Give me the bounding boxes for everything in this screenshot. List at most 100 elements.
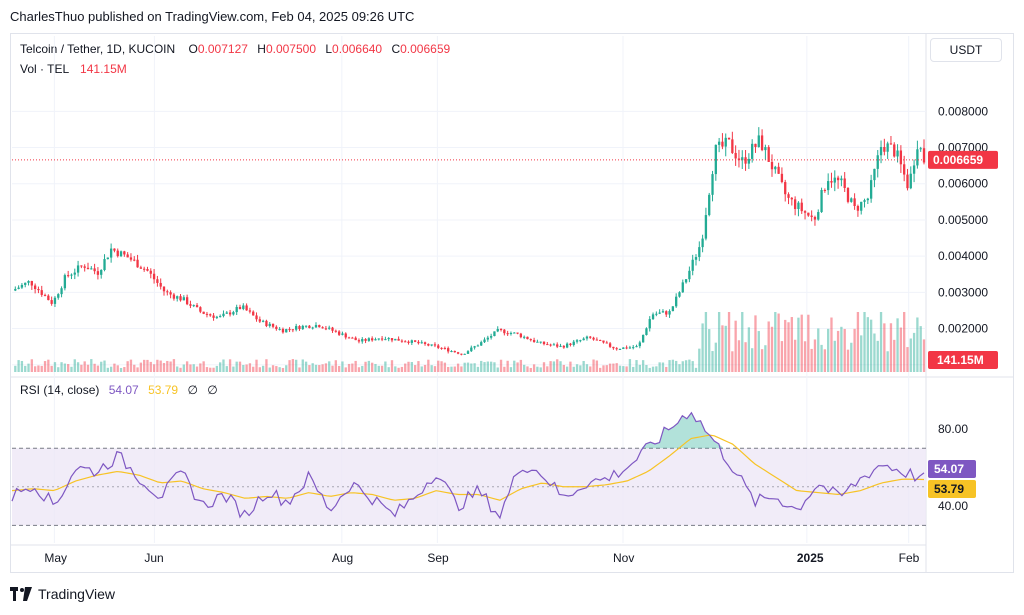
candle-body xyxy=(523,336,526,338)
volume-bar xyxy=(889,323,893,372)
volume-bar xyxy=(245,364,248,372)
symbol-title[interactable]: Telcoin / Tether, 1D, KUCOIN xyxy=(20,42,176,56)
volume-bar xyxy=(549,361,552,372)
price-tick-label: 0.008000 xyxy=(938,104,988,118)
high-label: H xyxy=(257,42,266,56)
candle-body xyxy=(678,292,681,297)
volume-tag-label: 141.15M xyxy=(937,353,984,367)
volume-bar xyxy=(506,360,509,372)
volume-bar xyxy=(76,362,80,372)
volume-bar xyxy=(86,364,90,372)
volume-bar xyxy=(14,365,17,372)
candle-body xyxy=(133,259,136,261)
candle-body xyxy=(823,189,827,191)
candle-body xyxy=(612,346,615,349)
volume-bar xyxy=(162,363,166,372)
candle-body xyxy=(754,143,757,147)
candle-body xyxy=(143,268,146,270)
rsi-legend-value: 54.07 xyxy=(108,383,139,397)
volume-bar xyxy=(916,317,919,372)
volume-bar xyxy=(764,345,767,372)
volume-bar xyxy=(139,362,143,372)
volume-bar xyxy=(258,367,261,372)
volume-bar xyxy=(721,325,724,372)
volume-bar xyxy=(836,330,840,372)
candle-body xyxy=(470,347,473,352)
candle-body xyxy=(205,313,209,315)
volume-bar xyxy=(225,366,228,372)
candle-body xyxy=(727,137,731,140)
volume-bar xyxy=(281,367,285,372)
candle-body xyxy=(889,143,893,145)
candle-body xyxy=(86,267,90,270)
candle-body xyxy=(919,148,922,150)
volume-bar xyxy=(126,361,129,372)
volume-bar xyxy=(813,339,817,372)
volume-bar xyxy=(460,366,463,372)
candle-body xyxy=(40,290,43,295)
candle-body xyxy=(149,270,152,274)
candle-body xyxy=(347,337,351,339)
rsi-label[interactable]: RSI (14, close) xyxy=(20,383,100,397)
candle-body xyxy=(546,344,549,346)
volume-bar xyxy=(166,360,169,372)
candle-body xyxy=(671,306,675,312)
volume-bar xyxy=(314,364,318,372)
volume-bar xyxy=(466,362,470,372)
candle-body xyxy=(33,285,37,290)
candle-body xyxy=(242,305,245,309)
candle-body xyxy=(628,347,632,349)
volume-bar xyxy=(453,366,456,372)
volume-bar xyxy=(853,328,856,372)
volume-bar xyxy=(404,363,407,372)
candle-body xyxy=(807,212,810,216)
volume-bar xyxy=(516,362,519,372)
volume-bar xyxy=(780,341,784,372)
time-tick-label: May xyxy=(44,551,67,565)
candle-body xyxy=(552,344,556,346)
volume-bar xyxy=(860,335,863,372)
candle-body xyxy=(856,206,860,211)
volume-bar xyxy=(30,359,33,372)
volume-bar xyxy=(803,341,807,372)
volume-bar xyxy=(869,319,873,372)
candle-body xyxy=(810,215,813,217)
volume-bar xyxy=(622,366,625,372)
low-value: 0.006640 xyxy=(332,42,383,56)
candle-body xyxy=(328,327,331,329)
candle-body xyxy=(57,294,60,298)
volume-bar xyxy=(694,367,698,372)
volume-bar xyxy=(199,363,202,372)
candle-body xyxy=(463,353,466,355)
candle-body xyxy=(615,348,618,350)
volume-bar xyxy=(235,361,238,372)
candle-body xyxy=(278,328,281,330)
volume-bar xyxy=(476,366,480,372)
candle-body xyxy=(295,326,298,330)
volume-bar xyxy=(539,367,542,372)
candle-body xyxy=(539,341,542,343)
volume-bar xyxy=(612,363,615,372)
candle-body xyxy=(20,284,24,288)
volume-bar xyxy=(129,359,133,372)
volume-bar xyxy=(714,342,717,372)
volume-bar xyxy=(20,360,24,372)
volume-bar xyxy=(787,322,790,372)
volume-value: 141.15M xyxy=(80,62,127,76)
candle-body xyxy=(632,347,635,349)
candle-body xyxy=(648,319,651,329)
volume-bar xyxy=(371,362,374,372)
rsi-null-1: ∅ xyxy=(187,383,198,397)
volume-bar xyxy=(367,360,371,372)
volume-bar xyxy=(321,364,324,372)
price-tick-label: 0.004000 xyxy=(938,249,988,263)
currency-selector[interactable]: USDT xyxy=(930,38,1002,62)
candle-body xyxy=(371,338,374,341)
volume-bar xyxy=(443,362,447,372)
volume-bar xyxy=(116,365,119,372)
candle-body xyxy=(450,351,453,353)
volume-bar xyxy=(717,312,721,372)
candle-body xyxy=(496,328,499,332)
candle-body xyxy=(298,326,301,330)
